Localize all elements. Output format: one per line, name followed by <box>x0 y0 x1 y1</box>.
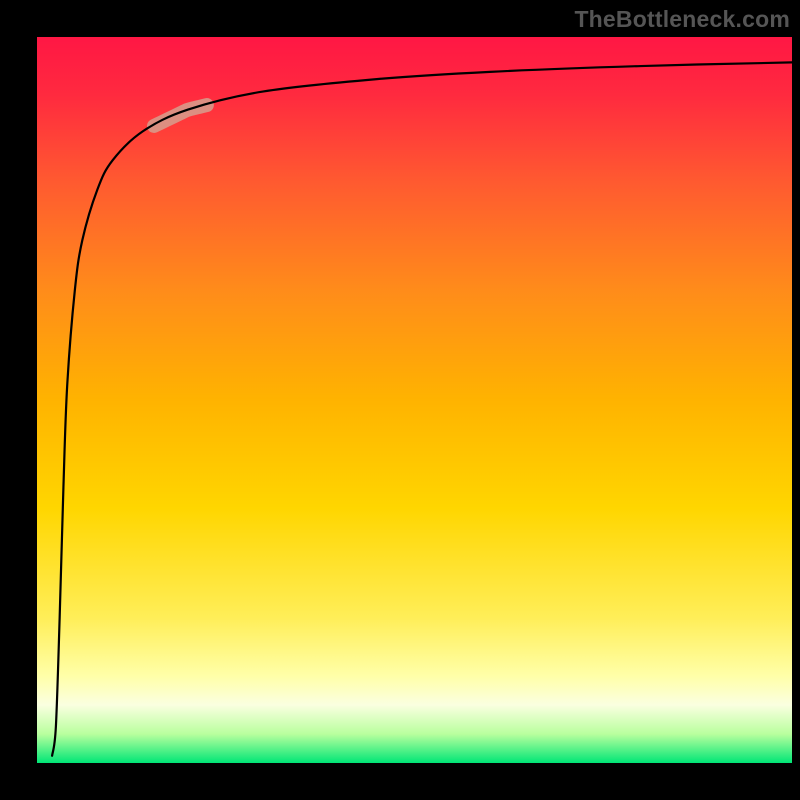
chart-container: TheBottleneck.com <box>0 0 800 800</box>
highlight-segment <box>154 105 207 126</box>
curve-layer <box>0 0 800 800</box>
bottleneck-curve <box>52 62 792 755</box>
watermark: TheBottleneck.com <box>574 6 790 33</box>
